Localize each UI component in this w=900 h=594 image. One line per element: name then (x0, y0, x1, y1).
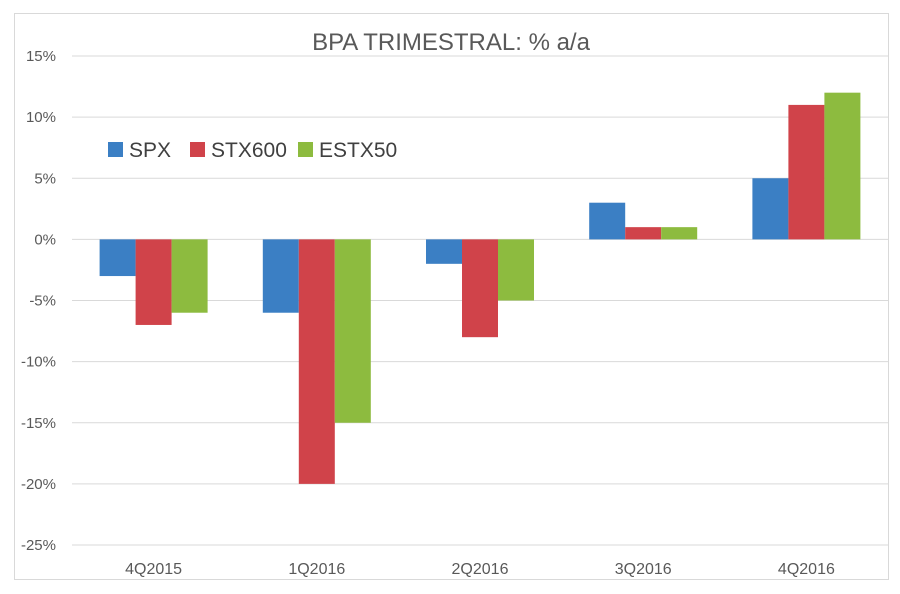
bar-stx600-1q2016 (298, 239, 335, 484)
y-tick-label: -20% (21, 476, 56, 493)
bar-estx50-1q2016 (334, 239, 371, 423)
legend-item-spx: SPX (108, 139, 171, 162)
y-tick-label: 0% (34, 231, 56, 248)
legend-swatch (298, 142, 313, 157)
bar-estx50-2q2016 (498, 239, 534, 301)
legend-label: ESTX50 (319, 139, 397, 162)
legend-label: STX600 (211, 139, 287, 162)
x-category-label: 1Q2016 (288, 561, 345, 578)
bar-spx-1q2016 (262, 239, 299, 313)
legend-item-stx600: STX600 (190, 139, 287, 162)
y-tick-label: -10% (21, 354, 56, 371)
bar-spx-3q2016 (589, 202, 626, 240)
bar-stx600-3q2016 (625, 227, 662, 240)
gridlines (72, 55, 888, 546)
y-tick-label: -5% (29, 293, 56, 310)
x-axis-category-labels: 4Q2015 1Q2016 2Q2016 3Q2016 4Q2016 (125, 561, 835, 578)
legend: SPX STX600 ESTX50 (108, 139, 397, 162)
bar-spx-2q2016 (426, 239, 462, 264)
bar-estx50-4q2016 (824, 92, 861, 240)
x-category-label: 3Q2016 (615, 561, 672, 578)
bars (99, 92, 861, 484)
legend-item-estx50: ESTX50 (298, 139, 397, 162)
y-tick-label: 5% (34, 170, 56, 187)
bar-estx50-3q2016 (661, 227, 698, 240)
bar-estx50-4q2015 (171, 239, 208, 313)
y-axis-tick-labels: 15% 10% 5% 0% -5% -10% -15% -20% -25% (21, 48, 56, 554)
legend-swatch (190, 142, 205, 157)
y-tick-label: -15% (21, 415, 56, 432)
bar-spx-4q2016 (752, 178, 789, 240)
y-tick-label: 15% (26, 48, 56, 65)
bar-stx600-4q2015 (135, 239, 172, 325)
y-tick-label: 10% (26, 109, 56, 126)
chart-title: BPA TRIMESTRAL: % a/a (312, 29, 591, 56)
bar-stx600-2q2016 (462, 239, 498, 338)
legend-label: SPX (129, 139, 171, 162)
bar-stx600-4q2016 (788, 104, 825, 240)
legend-swatch (108, 142, 123, 157)
x-category-label: 4Q2015 (125, 561, 182, 578)
bar-spx-4q2015 (99, 239, 136, 277)
x-category-label: 2Q2016 (452, 561, 509, 578)
y-tick-label: -25% (21, 537, 56, 554)
x-category-label: 4Q2016 (778, 561, 835, 578)
